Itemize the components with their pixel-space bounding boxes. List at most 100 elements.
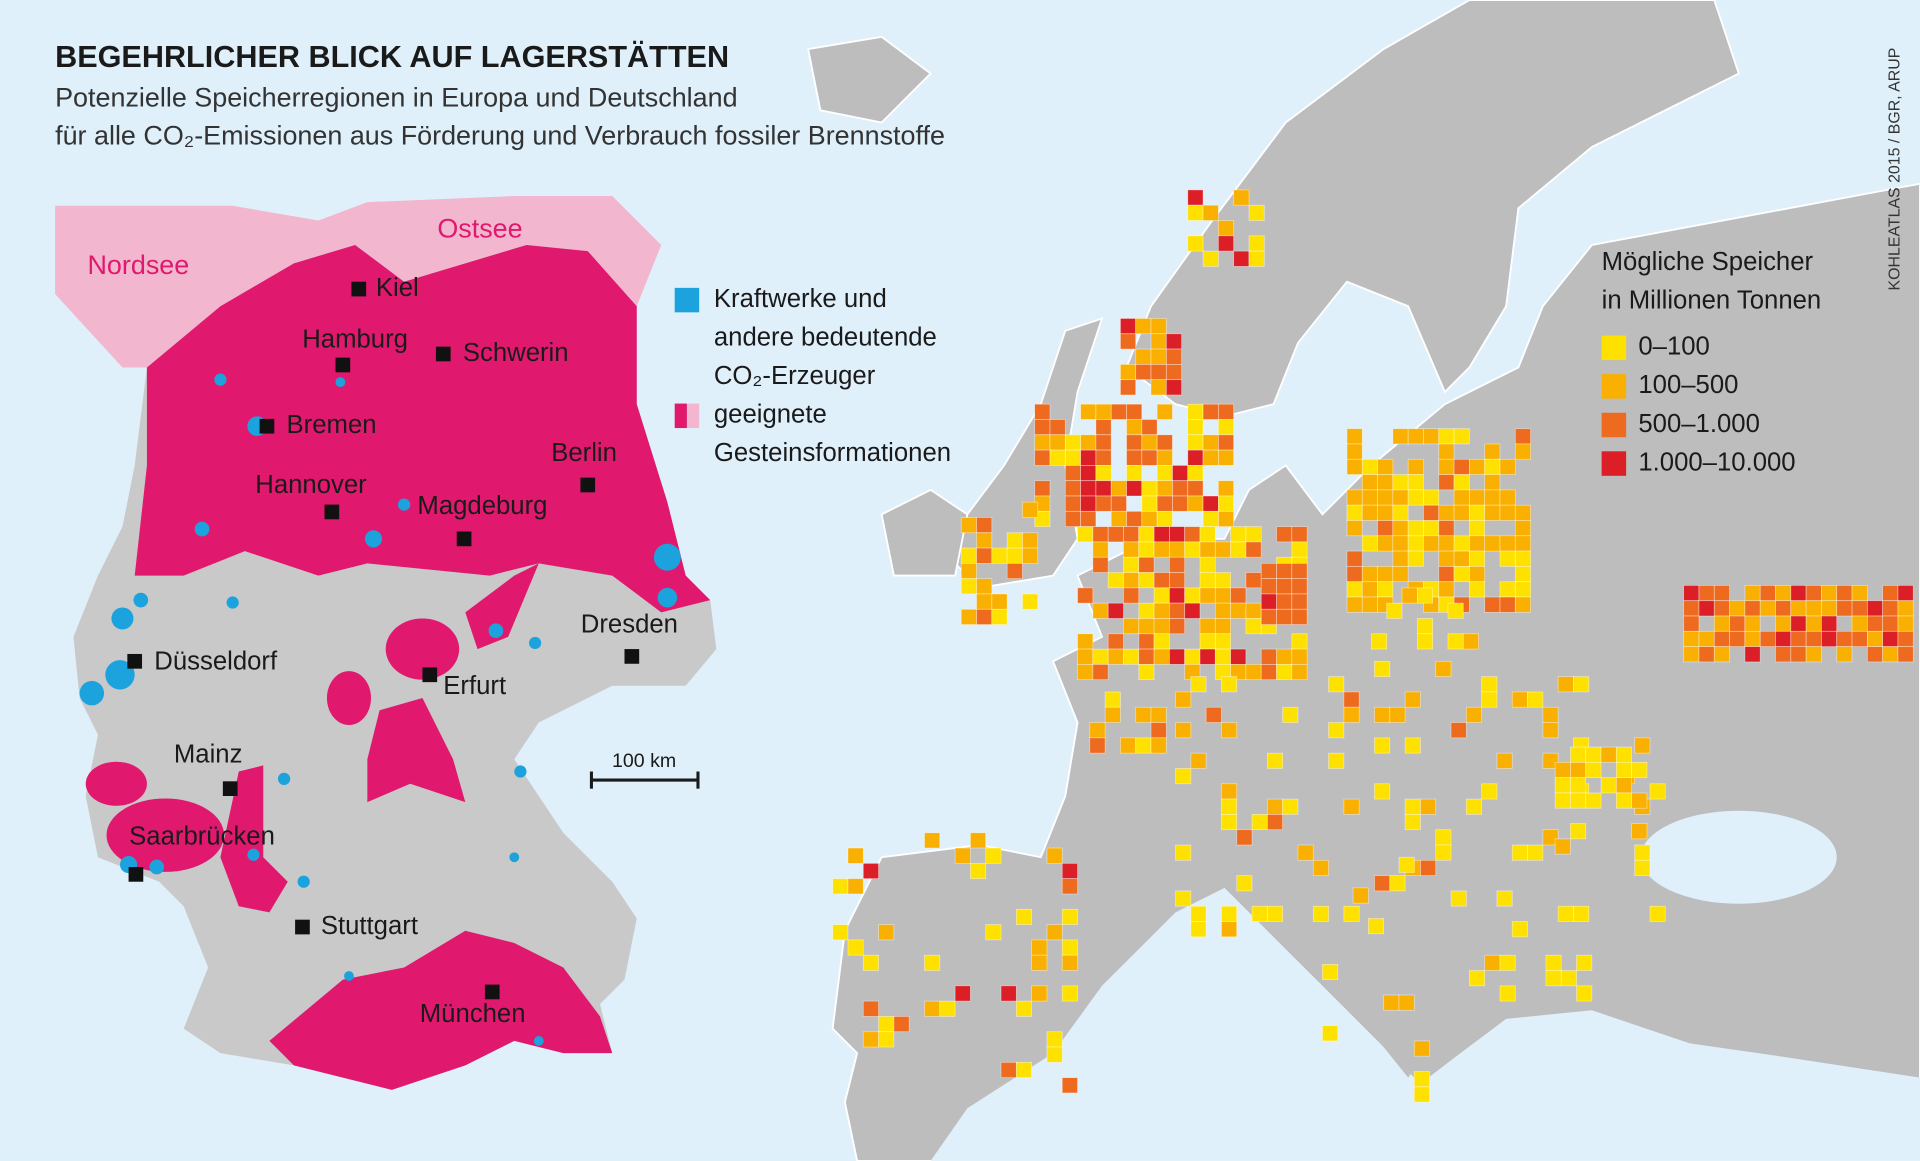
italy	[1224, 844, 1433, 1078]
storage-cell	[1836, 646, 1853, 663]
city-label: Berlin	[551, 439, 617, 467]
storage-cell	[1169, 526, 1186, 543]
storage-cell	[1184, 602, 1201, 619]
storage-cell	[1064, 465, 1081, 482]
storage-cell	[1061, 985, 1078, 1002]
storage-cell	[1221, 798, 1238, 815]
storage-cell	[1377, 458, 1394, 475]
storage-cell	[1404, 737, 1421, 754]
storage-cell	[1156, 510, 1173, 527]
storage-cell	[1698, 585, 1715, 602]
power-plant	[226, 596, 239, 609]
storage-cell	[1202, 403, 1219, 420]
storage-cell	[1015, 908, 1032, 925]
formation-thuringia	[385, 618, 460, 680]
storage-cell	[1214, 602, 1231, 619]
ireland	[880, 488, 969, 577]
storage-cell	[1453, 535, 1470, 552]
storage-cell	[1230, 587, 1247, 604]
formation-hesse	[367, 698, 466, 803]
storage-cell	[1851, 615, 1868, 632]
storage-cell	[1585, 761, 1602, 779]
legend-title: in Millionen Tonnen	[1602, 287, 1822, 315]
storage-cell	[1046, 1046, 1063, 1063]
legend-swatch	[1601, 412, 1627, 438]
storage-cell	[1202, 449, 1219, 466]
storage-cell	[1291, 526, 1308, 543]
storage-cell	[1190, 921, 1207, 938]
storage-cell	[1392, 535, 1409, 552]
title: BEGEHRLICHER BLICK AUF LAGERSTÄTTEN	[55, 40, 729, 74]
storage-cell	[832, 924, 849, 941]
storage-cell	[1260, 578, 1277, 595]
storage-cell	[1882, 615, 1899, 632]
storage-cell	[1377, 581, 1394, 598]
power-plant	[509, 852, 520, 863]
storage-cell	[1221, 783, 1238, 800]
storage-cell	[1230, 526, 1247, 543]
storage-cell	[960, 547, 977, 564]
storage-cell	[1138, 618, 1155, 635]
storage-cell	[1175, 722, 1192, 739]
storage-cell	[1649, 783, 1666, 800]
storage-cell	[1511, 921, 1528, 938]
storage-cell	[1141, 510, 1158, 527]
storage-cell	[1465, 798, 1482, 815]
legend-swatch	[686, 403, 700, 429]
storage-cell	[893, 1016, 910, 1033]
storage-cell	[1236, 875, 1253, 892]
storage-cell	[1034, 434, 1051, 451]
storage-cell	[1851, 630, 1868, 647]
storage-cell	[1260, 593, 1277, 610]
storage-cell	[991, 608, 1008, 625]
storage-cell	[1377, 520, 1394, 537]
city-marker	[259, 418, 275, 434]
storage-cell	[1248, 204, 1265, 221]
storage-cell	[1346, 489, 1363, 506]
storage-cell	[1077, 587, 1094, 604]
storage-cell	[1153, 572, 1170, 589]
storage-cell	[1214, 618, 1231, 635]
storage-cell	[1484, 596, 1501, 613]
storage-cell	[1377, 489, 1394, 506]
formation-eifel	[85, 761, 147, 806]
storage-cell	[1218, 495, 1235, 512]
storage-cell	[1453, 489, 1470, 506]
storage-cell	[954, 847, 971, 864]
storage-cell	[1557, 676, 1574, 693]
storage-cell	[1031, 985, 1048, 1002]
storage-cell	[1202, 495, 1219, 512]
formation-rhine	[220, 765, 288, 913]
storage-cell	[1156, 434, 1173, 451]
storage-cell	[1184, 526, 1201, 543]
storage-cell	[1034, 419, 1051, 436]
storage-cell	[1557, 905, 1574, 922]
city-label: Düsseldorf	[154, 647, 278, 675]
storage-cell	[1015, 1061, 1032, 1079]
storage-cell	[1233, 250, 1250, 267]
storage-cell	[1141, 449, 1158, 466]
storage-cell	[1092, 648, 1109, 665]
storage-cell	[1527, 691, 1544, 708]
storage-cell	[1214, 648, 1231, 665]
storage-cell	[1221, 921, 1238, 938]
storage-cell	[1469, 520, 1486, 537]
storage-cell	[1527, 844, 1544, 861]
storage-cell	[1006, 547, 1023, 564]
storage-cell	[1156, 403, 1173, 420]
power-plant	[79, 680, 105, 706]
storage-cell	[1187, 449, 1204, 466]
storage-cell	[1095, 465, 1112, 482]
storage-cell	[1514, 550, 1531, 567]
storage-cell	[1634, 737, 1651, 754]
storage-cell	[1123, 541, 1140, 558]
storage-cell	[1218, 403, 1235, 420]
storage-cell	[1775, 630, 1792, 647]
storage-cell	[1499, 550, 1516, 567]
storage-cell	[1435, 829, 1452, 846]
storage-cell	[1022, 532, 1039, 549]
storage-cell	[1542, 706, 1559, 723]
storage-cell	[1126, 480, 1143, 497]
storage-cell	[1729, 615, 1746, 632]
formation-west	[326, 671, 372, 725]
